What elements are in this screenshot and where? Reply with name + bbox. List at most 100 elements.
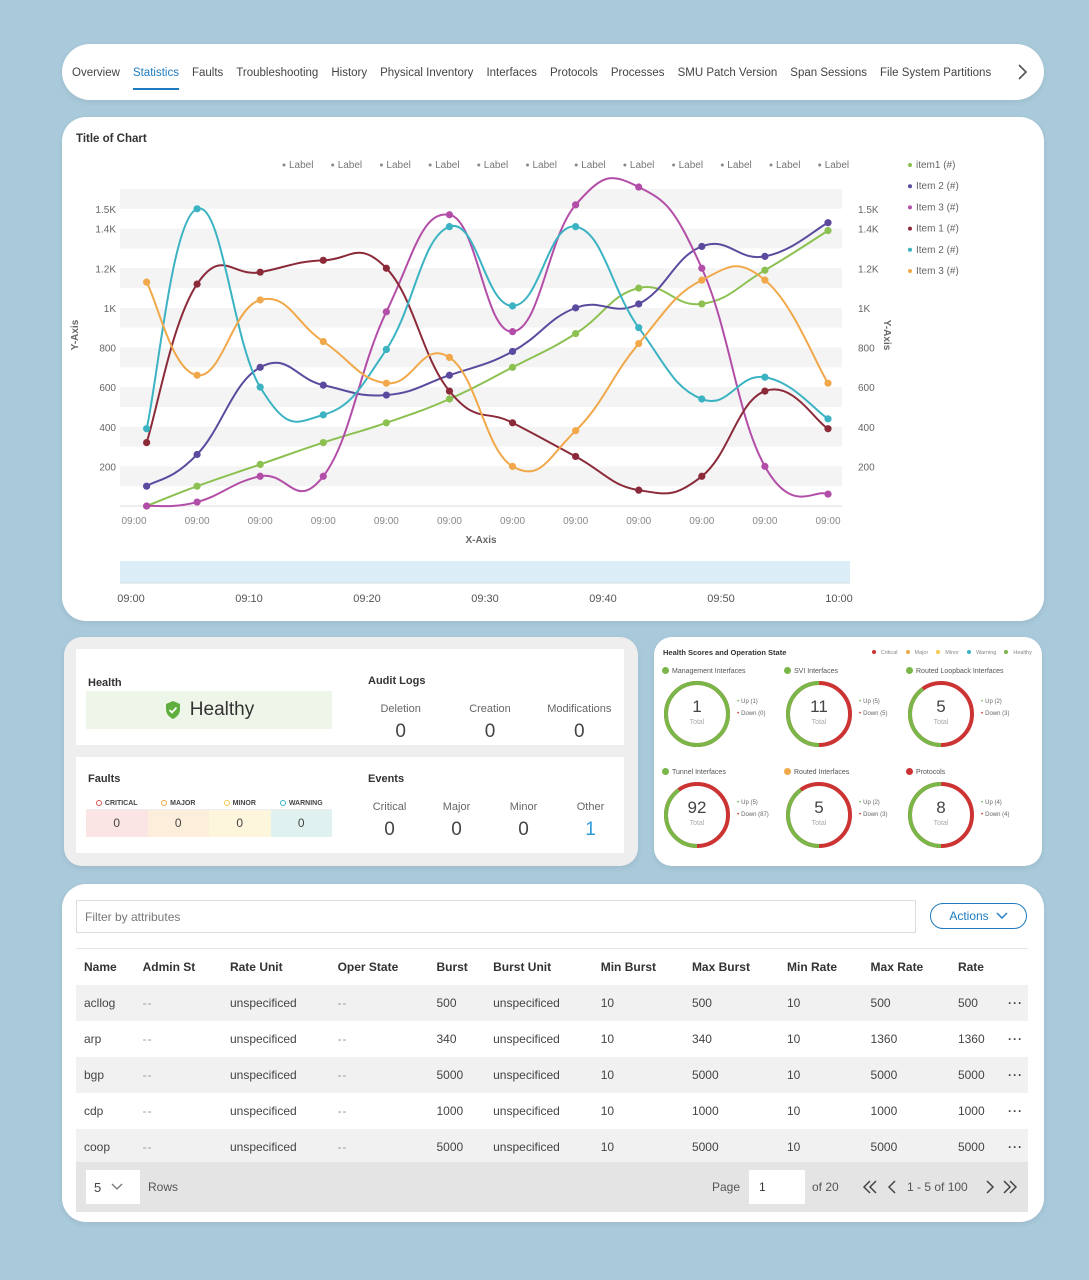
data-table: Name Admin St Rate Unit Oper State Burst Burs… — [76, 948, 1028, 1165]
y-tick-label: 1.2K — [95, 264, 116, 275]
top-label: Label — [581, 160, 605, 171]
tab-processes[interactable]: Processes — [610, 67, 665, 79]
row-more-icon[interactable]: ··· — [1000, 1128, 1028, 1165]
faults-panel: Faults CRITICAL 0 MAJOR 0 MINOR 0 WARNING 0 — [76, 757, 406, 853]
column-header-max-burst[interactable]: Max Burst — [683, 948, 779, 985]
x-tick-label: 09:00 — [248, 516, 273, 527]
next-page-icon[interactable] — [982, 1179, 998, 1195]
gauge-protocols[interactable]: Protocols 8 Total Up (4) Down (4) — [898, 768, 1020, 860]
tab-statistics[interactable]: Statistics — [132, 44, 179, 100]
tab-smu-patch-version[interactable]: SMU Patch Version — [677, 67, 778, 79]
previous-page-icon[interactable] — [884, 1179, 900, 1195]
first-page-icon[interactable] — [862, 1179, 878, 1195]
table-row[interactable]: arp -- unspecificed -- 340 unspecificed 10 340 1… — [76, 1021, 1028, 1057]
chevron-down-icon — [111, 1183, 123, 1190]
fault-label: MAJOR — [170, 800, 196, 807]
table-row[interactable]: acllog -- unspecificed -- 500 unspecificed 10 5… — [76, 984, 1028, 1021]
column-header-burst-unit[interactable]: Burst Unit — [485, 948, 593, 985]
filter-input[interactable] — [76, 900, 916, 933]
grid-band — [120, 426, 842, 447]
x-tick-label: 09:00 — [500, 516, 525, 527]
tab-file-system-partitions[interactable]: File System Partitions — [880, 67, 992, 79]
actions-button[interactable]: Actions — [930, 903, 1027, 929]
gauge-management-interfaces[interactable]: Management Interfaces 1 Total Up (1) Down (0… — [654, 667, 776, 759]
table-cell: unspecificed — [229, 1031, 297, 1046]
last-page-icon[interactable] — [1002, 1179, 1018, 1195]
row-more-icon[interactable]: ··· — [1000, 1056, 1028, 1093]
legend-dot-icon — [908, 205, 912, 210]
gauge-routed-interfaces[interactable]: Routed Interfaces 5 Total Up (2) Down (3) — [776, 768, 898, 860]
table-cell: unspecificed — [221, 984, 330, 1021]
table-cell: 1360 — [957, 1031, 985, 1046]
table-cell: 10 — [592, 1128, 684, 1165]
table-cell: 10 — [779, 1128, 863, 1165]
rows-per-page-select[interactable]: 5 — [86, 1170, 140, 1204]
column-header-min-burst[interactable]: Min Burst — [592, 948, 684, 985]
top-label: Label — [776, 160, 800, 171]
table-cell: 10 — [787, 1103, 801, 1118]
tab-troubleshooting[interactable]: Troubleshooting — [236, 67, 319, 79]
legend-item: Item 2 (#) — [916, 181, 959, 192]
table-cell: unspecificed — [493, 1031, 560, 1046]
row-more-icon[interactable]: ··· — [1008, 1031, 1023, 1046]
row-more-icon[interactable]: ··· — [1008, 1103, 1023, 1118]
data-point — [143, 278, 151, 286]
gauge-down-count: Down (5) — [859, 711, 887, 717]
tab-protocols[interactable]: Protocols — [549, 67, 598, 79]
legend-dot-icon — [908, 226, 912, 231]
gauge-tunnel-interfaces[interactable]: Tunnel Interfaces 92 Total Up (5) Down (87) — [654, 768, 776, 860]
severity-dot-icon — [279, 800, 286, 806]
x-tick-label: 09:00 — [311, 516, 336, 527]
gauge-svi-interfaces[interactable]: SVI Interfaces 11 Total Up (5) Down (5) — [776, 667, 898, 759]
table-cell: -- — [329, 1056, 429, 1093]
tab-faults[interactable]: Faults — [191, 67, 224, 79]
y-tick-label: 200 — [99, 462, 116, 473]
chart-title: Title of Chart — [76, 133, 147, 145]
data-point — [824, 425, 832, 433]
data-point — [256, 268, 264, 276]
gauge-routed-loopback-interfaces[interactable]: Routed Loopback Interfaces 5 Total Up (2) Do… — [898, 667, 1020, 759]
legend-item: item1 (#) — [916, 160, 955, 171]
column-header-admin-st[interactable]: Admin St — [134, 948, 222, 985]
data-point — [256, 296, 264, 304]
table-row[interactable]: coop -- unspecificed -- 5000 unspecificed 10 50… — [76, 1128, 1028, 1165]
column-header-rate-unit[interactable]: Rate Unit — [221, 948, 330, 985]
table-cell: 10 — [779, 1056, 863, 1093]
table-row[interactable]: bgp -- unspecificed -- 5000 unspecificed 10 500… — [76, 1056, 1028, 1093]
row-more-icon[interactable]: ··· — [1000, 984, 1028, 1021]
events-other[interactable]: Other 1 — [576, 801, 605, 840]
data-point — [698, 472, 706, 480]
tab-history[interactable]: History — [331, 67, 368, 79]
column-header-min-rate[interactable]: Min Rate — [779, 948, 863, 985]
table-cell: 10 — [779, 984, 863, 1021]
column-header-name[interactable]: Name — [76, 948, 135, 985]
tab-physical-inventory[interactable]: Physical Inventory — [380, 67, 474, 79]
tab-span-sessions[interactable]: Span Sessions — [790, 67, 867, 79]
page-number-input[interactable] — [749, 1170, 805, 1204]
legend-dot-icon — [908, 184, 912, 189]
status-icon — [784, 768, 791, 775]
table-cell: -- — [134, 984, 222, 1021]
column-header-rate[interactable]: Rate — [949, 948, 1000, 985]
gauge-total-value: 92 — [687, 798, 707, 817]
tab-overview[interactable]: Overview — [72, 67, 120, 79]
table-cell: 5000 — [428, 1056, 486, 1093]
column-header-burst[interactable]: Burst — [428, 948, 486, 985]
column-header-oper-state[interactable]: Oper State — [329, 948, 429, 985]
data-point — [143, 439, 151, 447]
gauge-title: Protocols — [916, 769, 946, 776]
data-point — [445, 353, 454, 362]
data-point — [382, 345, 390, 354]
table-row[interactable]: cdp -- unspecificed -- 1000 unspecificed 10 100… — [76, 1093, 1028, 1129]
tab-interfaces[interactable]: Interfaces — [486, 67, 537, 79]
data-point — [508, 462, 517, 470]
page-label: Page — [712, 1180, 741, 1194]
legend-dot-icon — [967, 650, 972, 654]
column-header-max-rate[interactable]: Max Rate — [862, 948, 950, 985]
table-cell: 500 — [428, 984, 486, 1021]
table-cell: 1000 — [870, 1103, 898, 1118]
chevron-right-icon[interactable] — [1012, 62, 1032, 82]
gauge-total-value: 5 — [936, 697, 946, 716]
data-point — [698, 300, 706, 308]
